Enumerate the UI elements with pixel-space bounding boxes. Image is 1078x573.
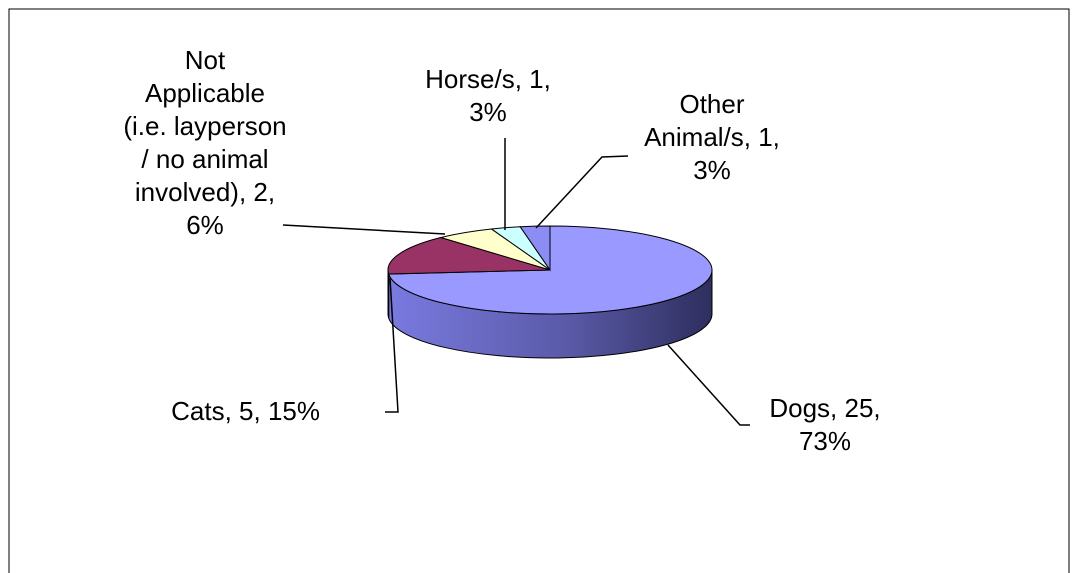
data-label: Horse/s, 1, 3% [425,64,551,127]
data-label: Not Applicable (i.e. layperson / no anim… [123,45,287,240]
pie [387,225,713,359]
leader-line [535,155,629,229]
leader-line [667,344,750,426]
chart-frame [8,8,1070,573]
slice [519,225,551,272]
data-label: Other Animal/s, 1, 3% [644,89,780,185]
slice [387,236,551,275]
leader-line [282,224,446,235]
leader-line [385,277,399,413]
data-label: Dogs, 25, 73% [769,393,881,456]
slice-side [387,269,390,319]
data-label: Cats, 5, 15% [171,396,320,426]
